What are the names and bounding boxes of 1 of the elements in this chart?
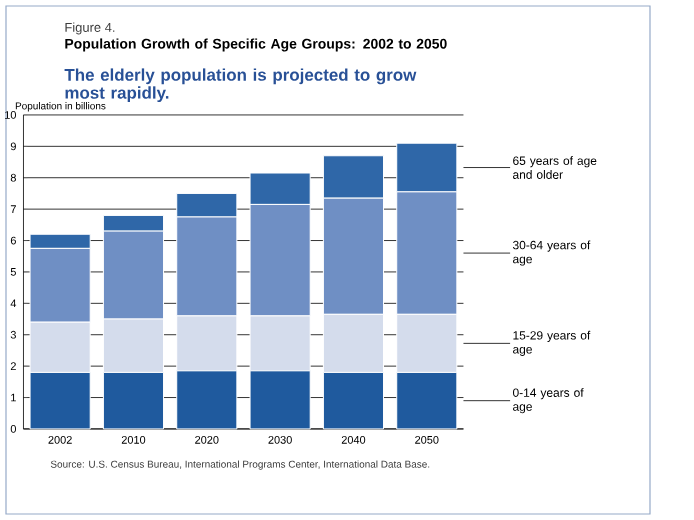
chart-subtitle: The elderly population is projected to grow most rapidly. [64, 68, 417, 103]
